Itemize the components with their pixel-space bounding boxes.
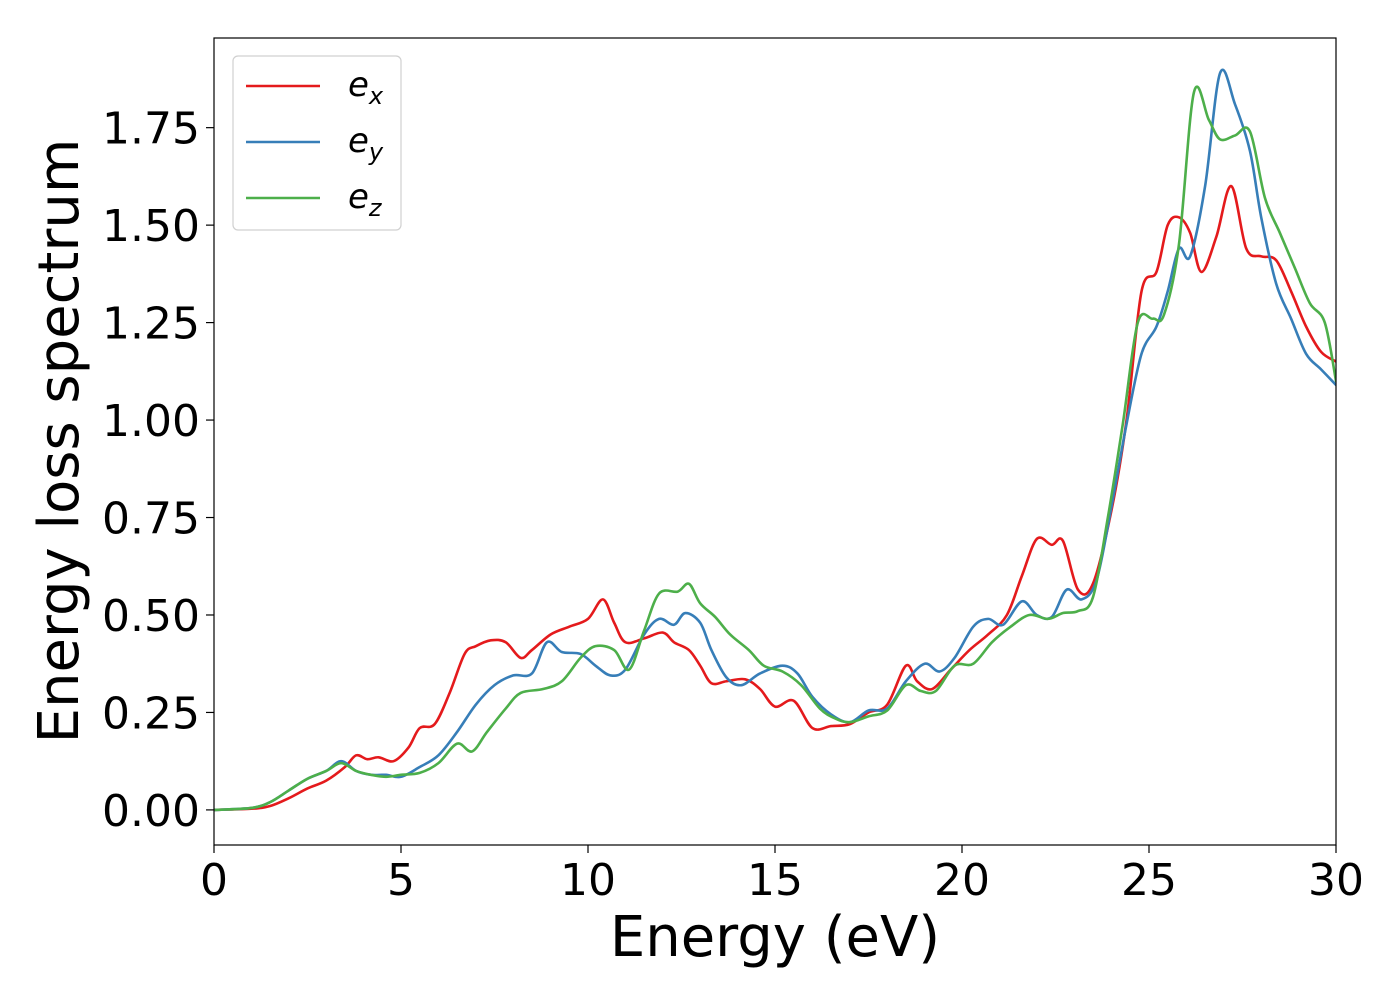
x-axis-label: Energy (eV) — [610, 905, 940, 970]
x-tick-label: 0 — [200, 855, 228, 906]
x-tick-label: 20 — [934, 855, 990, 906]
x-tick-label: 25 — [1121, 855, 1177, 906]
y-axis: 0.00 0.25 0.50 0.75 1.00 1.25 1.50 1.75 — [102, 104, 214, 837]
x-tick-label: 5 — [387, 855, 415, 906]
x-tick-label: 30 — [1308, 855, 1364, 906]
y-tick-label: 0.50 — [102, 591, 200, 642]
series-line-x — [214, 184, 1336, 812]
legend-label-x: ex — [348, 65, 384, 110]
y-tick-label: 0.00 — [102, 786, 200, 837]
y-tick-label: 1.50 — [102, 201, 200, 252]
x-tick-label: 10 — [560, 855, 616, 906]
series-line-z — [214, 85, 1336, 812]
legend-label-y: ey — [348, 121, 384, 166]
y-tick-label: 0.25 — [102, 688, 200, 739]
y-tick-label: 1.25 — [102, 299, 200, 350]
y-tick-label: 1.00 — [102, 396, 200, 447]
x-tick-label: 15 — [747, 855, 803, 906]
series-layer — [214, 68, 1336, 812]
y-tick-label: 0.75 — [102, 494, 200, 545]
y-tick-label: 1.75 — [102, 104, 200, 155]
x-axis: 0 5 10 15 20 25 30 — [200, 845, 1364, 906]
y-axis-label: Energy loss spectrum — [27, 139, 92, 744]
